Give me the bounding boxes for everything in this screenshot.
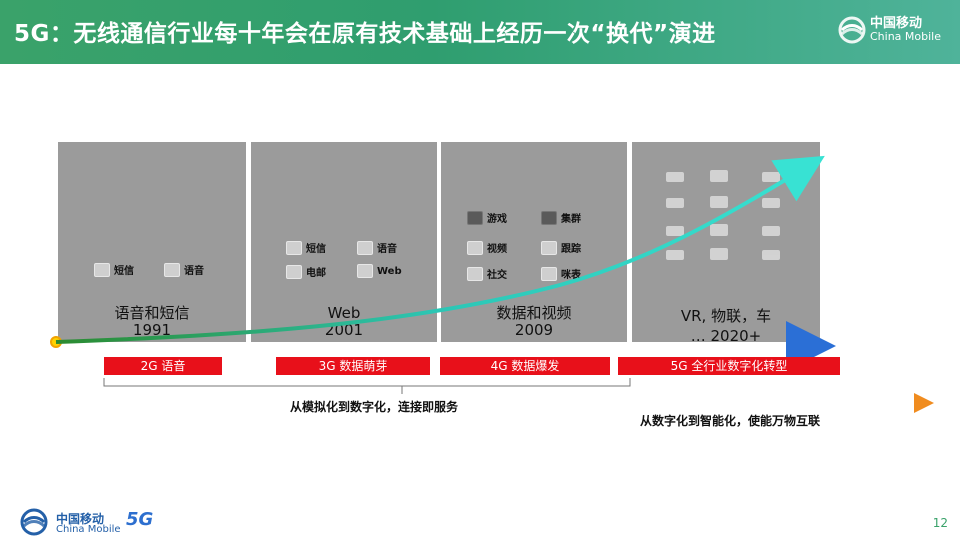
phone-icon xyxy=(164,262,180,277)
meter-icon xyxy=(541,266,557,281)
note-left: 从模拟化到数字化，连接即服务 xyxy=(290,400,459,414)
panel-year: … 2020+ xyxy=(690,327,762,345)
panel-title: 数据和视频 xyxy=(496,304,572,322)
cluster-icon xyxy=(541,210,557,225)
sms-icon xyxy=(286,240,302,255)
tag-3g: 3G 数据萌芽 xyxy=(276,357,430,375)
era-panel-4g: 游戏 集群 视频 跟踪 社交 咪表 数据和视频 2009 xyxy=(441,142,627,342)
header-bar: 5G：无线通信行业每十年会在原有技术基础上经历一次“换代”演进 中国移动 Chi… xyxy=(0,0,960,64)
5g-icon-grid xyxy=(666,170,780,260)
era-panel-3g: 短信 语音 电邮 Web Web 2001 xyxy=(251,142,437,342)
panel-year: 2009 xyxy=(514,321,554,339)
footer-brand-en: China Mobile xyxy=(56,524,121,535)
page-number: 12 xyxy=(932,516,948,530)
service-social: 社交 xyxy=(467,266,507,281)
game-icon xyxy=(467,210,483,225)
era-panel-5g: VR, 物联，车 … 2020+ xyxy=(632,142,820,345)
service-phone: 语音 xyxy=(357,240,397,255)
service-meter: 咪表 xyxy=(541,266,581,281)
china-mobile-logo-icon xyxy=(838,16,866,44)
footer-logo: 中国移动 China Mobile 5G xyxy=(18,506,178,538)
mail-icon xyxy=(286,264,302,279)
sms-icon xyxy=(94,262,110,277)
brand-cn: 中国移动 xyxy=(870,16,923,31)
page-title: 5G：无线通信行业每十年会在原有技术基础上经历一次“换代”演进 xyxy=(14,21,716,47)
bracket xyxy=(103,378,631,387)
footer-brand-cn: 中国移动 xyxy=(56,512,105,526)
service-sms: 短信 xyxy=(286,240,326,255)
footer-5g-badge: 5G xyxy=(126,509,154,530)
tracking-icon xyxy=(541,240,557,255)
tag-5g: 5G 全行业数字化转型 xyxy=(618,357,840,375)
service-video: 视频 xyxy=(467,240,507,255)
tag-4g: 4G 数据爆发 xyxy=(440,357,610,375)
service-phone: 语音 xyxy=(164,262,204,277)
era-panel-2g: 短信 语音 语音和短信 1991 xyxy=(58,142,246,342)
service-sms: 短信 xyxy=(94,262,134,277)
panel-title: VR, 物联，车 xyxy=(680,307,772,325)
video-icon xyxy=(467,240,483,255)
panel-year: 2001 xyxy=(324,321,364,339)
note-right: 从数字化到智能化，使能万物互联 xyxy=(640,414,821,428)
panel-year: 1991 xyxy=(132,321,172,339)
panel-title: 语音和短信 xyxy=(114,304,190,322)
service-game: 游戏 xyxy=(467,210,507,225)
brand-logo: 中国移动 China Mobile xyxy=(836,12,954,52)
brand-en: China Mobile xyxy=(870,30,942,43)
china-mobile-footer-icon xyxy=(20,508,48,536)
social-icon xyxy=(467,266,483,281)
panel-title: Web xyxy=(327,304,361,322)
service-mail: 电邮 xyxy=(286,264,326,279)
service-web: Web xyxy=(357,264,402,278)
service-tracking: 跟踪 xyxy=(541,240,581,255)
tag-2g: 2G 语音 xyxy=(104,357,222,375)
phone-icon xyxy=(357,240,373,255)
web-icon xyxy=(357,264,373,278)
service-cluster: 集群 xyxy=(541,210,581,225)
